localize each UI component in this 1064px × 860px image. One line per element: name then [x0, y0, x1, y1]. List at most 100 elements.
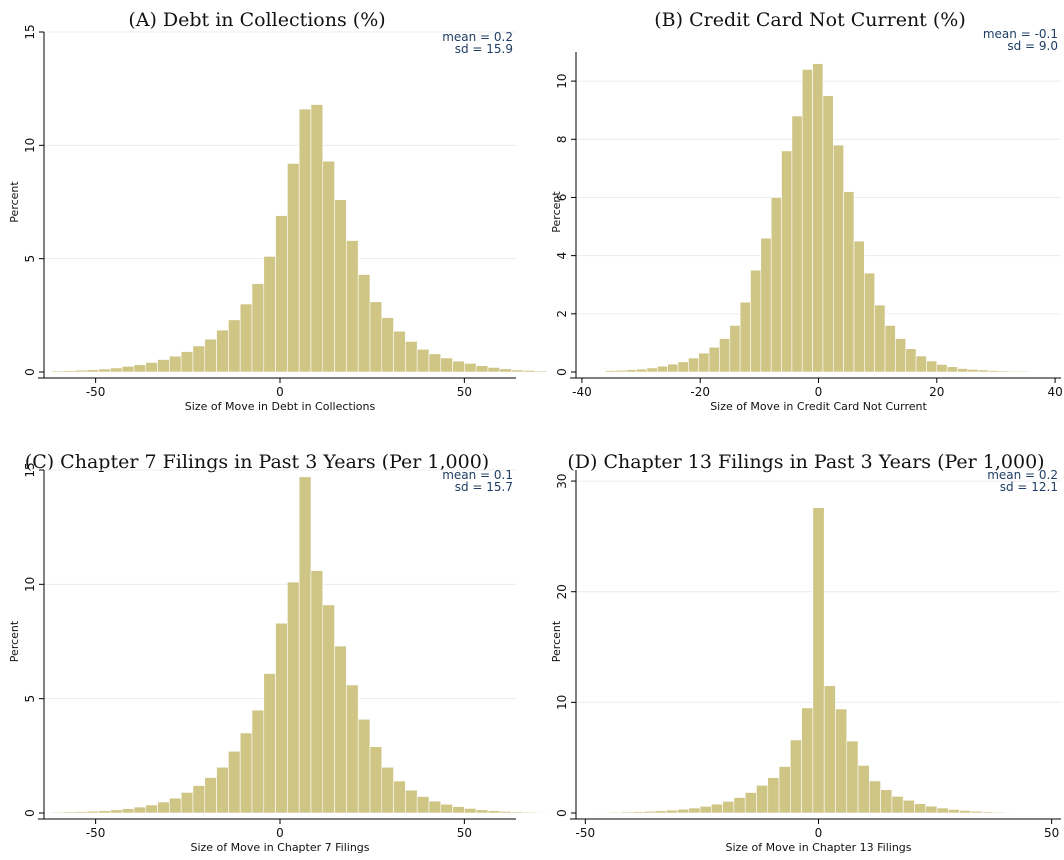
histogram-bar [744, 792, 757, 814]
histogram-bar [632, 811, 644, 814]
y-tick-label: 10 [23, 577, 37, 592]
y-axis-label: Percent [8, 181, 21, 223]
y-axis-label: Percent [8, 620, 21, 662]
y-axis-label: Percent [550, 191, 563, 233]
histogram-bar [405, 789, 418, 814]
histogram-bar [381, 766, 394, 814]
histogram-bar [440, 357, 453, 373]
histogram-bar [812, 63, 824, 373]
histogram-bar [946, 366, 958, 373]
histogram-bar [801, 707, 814, 814]
histogram-bar [636, 368, 648, 373]
histogram-bar [369, 746, 383, 814]
histogram-bar [275, 622, 288, 814]
histogram-bar [192, 345, 206, 373]
histogram-bar [609, 811, 622, 814]
histogram-bar [998, 370, 1010, 373]
histogram-bar [801, 69, 813, 373]
histogram-bar [157, 359, 170, 373]
histogram-bar [74, 811, 88, 814]
histogram-bar [216, 766, 229, 814]
histogram-bar [121, 366, 135, 373]
histogram-bar [322, 604, 335, 814]
histogram-bar [251, 709, 265, 814]
histogram-bar [733, 797, 746, 814]
histogram-bar [180, 792, 194, 814]
x-axis-label: Size of Move in Chapter 13 Filings [725, 841, 911, 854]
y-tick-label: 0 [555, 368, 569, 376]
histogram-bar [770, 197, 782, 373]
y-tick-label: 10 [555, 695, 569, 710]
histogram-bar [110, 809, 123, 814]
histogram-bar [534, 370, 548, 373]
histogram-bar [110, 367, 123, 373]
y-tick-label: 0 [23, 809, 37, 817]
panel-c: (C) Chapter 7 Filings in Past 3 Years (P… [8, 451, 548, 854]
histogram-bar [322, 160, 335, 373]
histogram-bar [812, 507, 825, 814]
histogram-bar [936, 364, 948, 373]
histogram-bar [334, 199, 347, 373]
histogram-bar [864, 272, 875, 373]
histogram-bar [688, 357, 700, 373]
histogram-bar [346, 684, 359, 814]
histogram-bar [959, 810, 972, 814]
histogram-bar [346, 240, 359, 373]
x-tick-label: 0 [815, 385, 823, 399]
histogram-bar [487, 367, 501, 373]
histogram-bar [835, 708, 848, 814]
histogram-bar [51, 370, 64, 373]
histogram-bar [145, 804, 158, 814]
histogram-bar [499, 368, 512, 373]
histogram-bar [393, 330, 406, 373]
histogram-bar [822, 95, 834, 373]
histogram-bar [98, 810, 111, 814]
histogram-bar [121, 808, 135, 814]
x-tick-label: -40 [572, 385, 592, 399]
histogram-bar [452, 360, 465, 373]
histogram-bar [993, 811, 1006, 814]
histogram-bar [739, 301, 751, 373]
sd-annotation: sd = 15.7 [455, 480, 513, 494]
histogram-bar [667, 363, 679, 373]
histogram-bar [970, 810, 983, 814]
histogram-bar [1015, 812, 1028, 814]
histogram-bar [719, 338, 731, 373]
histogram-bar [832, 144, 844, 373]
x-axis-label: Size of Move in Debt in Collections [185, 400, 376, 413]
histogram-bar [760, 237, 772, 373]
histogram-bar [428, 353, 442, 373]
histogram-bar [711, 803, 723, 814]
histogram-bar [1004, 812, 1017, 814]
histogram-bar [98, 368, 111, 373]
histogram-bar [869, 780, 881, 814]
histogram-bar [192, 785, 206, 814]
histogram-bar [487, 810, 501, 814]
histogram-bar [416, 349, 430, 373]
histogram-bar [310, 570, 324, 814]
histogram-bar [204, 338, 217, 373]
histogram-bar [767, 777, 780, 814]
histogram-bar [843, 191, 855, 373]
histogram-bar [823, 685, 836, 814]
histogram-bar [275, 215, 288, 373]
histogram-bar [523, 370, 536, 373]
histogram-bar [133, 806, 147, 814]
x-axis-label: Size of Move in Credit Card Not Current [710, 400, 927, 413]
histogram-bar [298, 108, 312, 373]
histogram-bar [915, 355, 927, 373]
x-tick-label: -50 [576, 826, 596, 840]
histogram-bar [615, 369, 627, 373]
panel-title: (B) Credit Card Not Current (%) [654, 9, 965, 31]
y-tick-label: 8 [555, 135, 569, 143]
histogram-bar [145, 362, 158, 373]
histogram-bar [287, 163, 300, 373]
histogram-bar [586, 812, 599, 814]
x-tick-label: 40 [1047, 385, 1062, 399]
x-tick-label: 0 [815, 826, 823, 840]
histogram-bar [729, 325, 741, 373]
mean-annotation: mean = 0.2 [442, 30, 513, 44]
sd-annotation: sd = 9.0 [1007, 39, 1058, 53]
histogram-bar [251, 283, 265, 373]
y-tick-label: 0 [555, 809, 569, 817]
